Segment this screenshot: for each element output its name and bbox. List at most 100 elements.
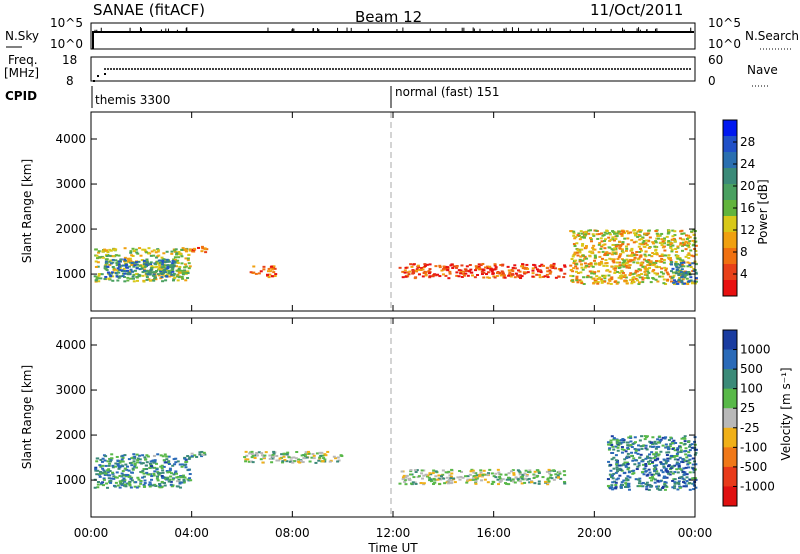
echo-cell <box>474 267 478 270</box>
colorbar-frame <box>722 329 738 507</box>
echo-cell <box>611 251 615 254</box>
echo-cell <box>655 237 659 240</box>
echo-cell <box>673 478 677 481</box>
echo-cell <box>652 453 656 456</box>
echo-cell <box>549 270 553 273</box>
echo-cell <box>117 263 121 266</box>
echo-cell <box>123 468 127 471</box>
echo-cell <box>453 481 457 484</box>
echo-cell <box>98 475 102 478</box>
echo-cell <box>602 264 606 267</box>
echo-cell <box>671 244 675 247</box>
echo-cell <box>168 272 172 275</box>
echo-cell <box>466 475 470 478</box>
echo-cell <box>673 279 677 282</box>
echo-cell <box>660 244 664 247</box>
echo-cell <box>167 269 171 272</box>
echo-cell <box>260 452 264 455</box>
echo-cell <box>572 232 576 235</box>
echo-cell <box>455 271 459 274</box>
echo-cell <box>662 259 666 262</box>
echo-cell <box>315 452 319 455</box>
echo-cell <box>682 282 686 285</box>
echo-cell <box>572 262 576 265</box>
echo-cell <box>569 264 573 267</box>
echo-cell <box>678 467 682 470</box>
echo-cell <box>581 242 585 245</box>
echo-cell <box>185 460 189 463</box>
echo-cell <box>645 474 649 477</box>
echo-cell <box>450 472 454 475</box>
echo-cell <box>176 259 180 262</box>
echo-cell <box>671 442 675 445</box>
echo-cell <box>583 234 587 237</box>
echo-cell <box>268 454 272 457</box>
echo-cell <box>254 272 258 275</box>
echo-cell <box>118 474 122 477</box>
echo-cell <box>181 248 185 251</box>
echo-cell <box>131 247 135 250</box>
echo-cell <box>167 455 171 458</box>
echo-cell <box>116 484 120 487</box>
echo-cell <box>401 478 405 481</box>
echo-cell <box>604 259 608 262</box>
echo-cell <box>123 483 127 486</box>
echo-cell <box>681 461 685 464</box>
echo-cell <box>145 471 149 474</box>
colorbar-segment <box>723 200 737 217</box>
echo-cell <box>322 457 326 460</box>
echo-cell <box>175 476 179 479</box>
echo-cell <box>673 458 677 461</box>
echo-cell <box>689 249 693 252</box>
echo-cell <box>288 460 292 463</box>
echo-cell <box>129 259 133 262</box>
echo-cell <box>636 262 640 265</box>
echo-cell <box>632 261 636 264</box>
echo-cell <box>490 270 494 273</box>
echo-cell <box>478 473 482 476</box>
echo-cell <box>186 455 190 458</box>
echo-cell <box>654 452 658 455</box>
echo-cell <box>131 467 135 470</box>
echo-cell <box>307 452 311 455</box>
echo-cell <box>462 270 466 273</box>
echo-cell <box>159 465 163 468</box>
echo-cell <box>255 454 259 457</box>
echo-cell <box>404 266 408 269</box>
echo-cell <box>474 480 478 483</box>
echo-cell <box>123 280 127 283</box>
echo-cell <box>630 239 634 242</box>
echo-cell <box>263 454 267 457</box>
echo-cell <box>438 483 442 486</box>
echo-cell <box>612 437 616 440</box>
echo-cell <box>687 252 691 255</box>
echo-cell <box>119 460 123 463</box>
echo-cell <box>600 232 604 235</box>
echo-cell <box>623 280 627 283</box>
echo-cell <box>574 259 578 262</box>
echo-cell <box>405 474 409 477</box>
echo-cell <box>625 266 629 269</box>
echo-cell <box>103 459 107 462</box>
echo-cell <box>289 459 293 462</box>
colorbar-tick-label: -500 <box>740 460 767 474</box>
echo-cell <box>583 262 587 265</box>
echo-cell <box>549 474 553 477</box>
echo-cell <box>651 461 655 464</box>
echo-cell <box>681 470 685 473</box>
echo-cell <box>106 474 110 477</box>
echo-cell <box>651 241 655 244</box>
echo-cell <box>464 272 468 275</box>
echo-cell <box>589 237 593 240</box>
echo-cell <box>415 469 419 472</box>
echo-cell <box>528 481 532 484</box>
echo-cell <box>96 277 100 280</box>
echo-cell <box>636 235 640 238</box>
echo-cell <box>620 469 624 472</box>
echo-cell <box>593 279 597 282</box>
echo-cell <box>650 451 654 454</box>
echo-cell <box>171 266 175 269</box>
echo-cell <box>497 483 501 486</box>
echo-cell <box>127 469 131 472</box>
